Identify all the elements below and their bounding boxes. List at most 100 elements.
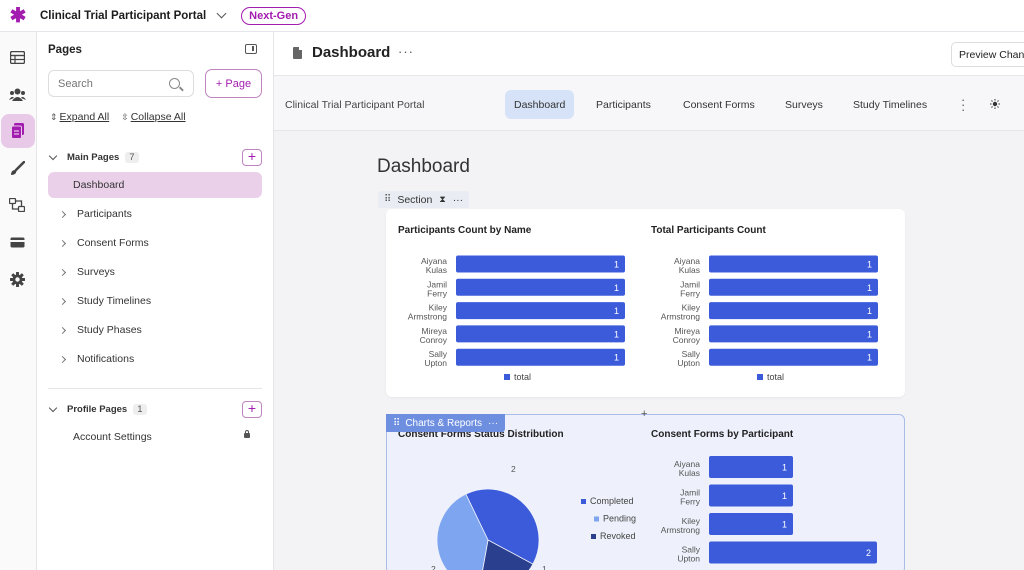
sidebar-item-notifications[interactable]: Notifications (48, 346, 262, 372)
sidebar-item-participants[interactable]: Participants (48, 201, 262, 227)
asterisk-logo-icon[interactable]: ✱ (9, 5, 27, 27)
drag-handle-icon[interactable]: ⠿ (384, 194, 391, 205)
card-icon[interactable] (0, 225, 34, 259)
editor-canvas: Clinical Trial Participant Portal Dashbo… (274, 76, 1024, 570)
pages-sidebar: Pages + Page ⇕Expand All ⇳Collapse All M… (37, 32, 274, 570)
document-icon (293, 47, 302, 59)
more-options-icon[interactable]: ··· (488, 417, 499, 429)
pie-chart-consent-status: 2 2 1 Completed Pending Revoked (431, 464, 636, 570)
preview-changes-button[interactable]: Preview Chan (951, 42, 1024, 67)
data-label: 1 (614, 329, 619, 339)
lock-icon (244, 430, 250, 438)
top-bar: ✱ Clinical Trial Participant Portal Next… (0, 0, 1024, 32)
bar[interactable] (709, 513, 793, 535)
bar[interactable] (709, 456, 793, 478)
search-icon[interactable] (169, 78, 180, 89)
data-label: 1 (867, 283, 872, 293)
bar[interactable] (456, 255, 625, 273)
kebab-menu-icon[interactable]: · · · (961, 92, 966, 117)
chevron-down-icon[interactable] (216, 8, 227, 19)
data-label: 1 (867, 329, 872, 339)
users-icon[interactable] (0, 77, 34, 111)
bar[interactable] (709, 348, 878, 366)
sidebar-item-label: Participants (77, 208, 132, 220)
bar[interactable] (709, 302, 878, 320)
sidebar-item-label: Study Phases (77, 324, 142, 336)
tab-dashboard[interactable]: Dashboard (505, 90, 575, 119)
profile-pages-group[interactable]: Profile Pages 1 (48, 403, 147, 415)
chevron-down-icon (48, 151, 58, 161)
sidebar-item-label: Study Timelines (77, 295, 152, 307)
site-brand[interactable]: Clinical Trial Participant Portal (285, 99, 425, 111)
main-header: Dashboard ··· Preview Chan (274, 32, 1024, 76)
collapse-icon[interactable]: ⧗ (439, 194, 446, 204)
expand-all-link[interactable]: ⇕ Expand All (50, 111, 109, 123)
collapse-all-label: Collapse All (130, 111, 186, 123)
app-title[interactable]: Clinical Trial Participant Portal (40, 9, 207, 22)
pie-slice[interactable] (465, 488, 540, 565)
bar[interactable] (709, 541, 877, 564)
data-label: 2 (511, 464, 516, 474)
legend-label: total (514, 372, 531, 382)
sidebar-item-study-phases[interactable]: Study Phases (48, 317, 262, 343)
charts-reports-handle[interactable]: ⠿ Charts & Reports ··· (386, 414, 506, 432)
tab-surveys[interactable]: Surveys (785, 98, 823, 111)
section-handle[interactable]: ⠿ Section ⧗ ··· (378, 191, 470, 208)
chevron-down-icon (48, 403, 58, 413)
tab-participants[interactable]: Participants (596, 98, 651, 111)
legend-label: total (767, 372, 784, 382)
add-main-page-button[interactable]: + (242, 149, 262, 166)
tab-consent-forms[interactable]: Consent Forms (683, 98, 755, 111)
main-pages-group[interactable]: Main Pages 7 (48, 151, 139, 163)
tab-study-timelines[interactable]: Study Timelines (853, 98, 928, 111)
more-options-icon[interactable]: ··· (452, 193, 464, 206)
tick-label: Aiyana Kulas (674, 459, 700, 478)
more-options-icon[interactable]: ··· (398, 44, 414, 59)
bar[interactable] (709, 325, 878, 343)
tick-label: Jamil Ferry (680, 488, 701, 507)
group-count-badge: 7 (125, 152, 139, 163)
workflow-icon[interactable] (0, 188, 34, 222)
data-label: 1 (614, 260, 619, 270)
sidebar-item-surveys[interactable]: Surveys (48, 259, 262, 285)
section-card: Participants Count by Name Total Partici… (386, 209, 905, 397)
sidebar-item-account-settings[interactable]: Account Settings (48, 424, 262, 450)
gear-icon[interactable] (0, 262, 34, 296)
drag-handle-icon[interactable]: ⠿ (393, 417, 400, 429)
charts-reports-label: Charts & Reports (405, 417, 483, 429)
sun-icon[interactable] (990, 99, 1000, 109)
sidebar-item-dashboard[interactable]: Dashboard (48, 172, 262, 198)
collapse-all-link[interactable]: ⇳ Collapse All (121, 111, 185, 123)
sidebar-item-consent-forms[interactable]: Consent Forms (48, 230, 262, 256)
bar[interactable] (709, 278, 878, 296)
brush-icon[interactable] (0, 151, 34, 185)
tick-label: Jamil Ferry (680, 279, 701, 298)
bar[interactable] (709, 255, 878, 273)
bar[interactable] (456, 348, 625, 366)
data-label: 2 (866, 548, 871, 558)
pie-slice[interactable] (436, 493, 489, 570)
sidebar-item-study-timelines[interactable]: Study Timelines (48, 288, 262, 314)
bar-chart-consent-by-participant: Aiyana Kulas 1 Jamil Ferry 1 Kiley Armstrong 1 Sa… (661, 456, 877, 564)
pie-slice[interactable] (479, 539, 534, 570)
data-label: 1 (614, 353, 619, 363)
bar[interactable] (456, 302, 625, 320)
pages-icon[interactable] (1, 114, 35, 148)
data-label: 1 (867, 260, 872, 270)
tick-label: Aiyana Kulas (674, 256, 700, 275)
data-label: 1 (542, 564, 547, 570)
bar[interactable] (709, 484, 793, 507)
tick-label: Jamil Ferry (427, 279, 448, 298)
add-block-icon[interactable]: + (641, 408, 648, 420)
chevron-right-icon (58, 239, 67, 247)
bar[interactable] (456, 278, 625, 296)
tick-label: Sally Upton (424, 349, 447, 368)
add-profile-page-button[interactable]: + (242, 401, 262, 418)
table-icon[interactable] (0, 40, 34, 74)
collapse-sidebar-icon[interactable] (245, 44, 257, 54)
add-page-button[interactable]: + Page (205, 69, 262, 98)
site-navbar: Clinical Trial Participant Portal Dashbo… (274, 76, 1024, 131)
tick-label: Mireya Conroy (673, 326, 701, 345)
legend-label: Pending (603, 514, 636, 524)
bar[interactable] (456, 325, 625, 343)
